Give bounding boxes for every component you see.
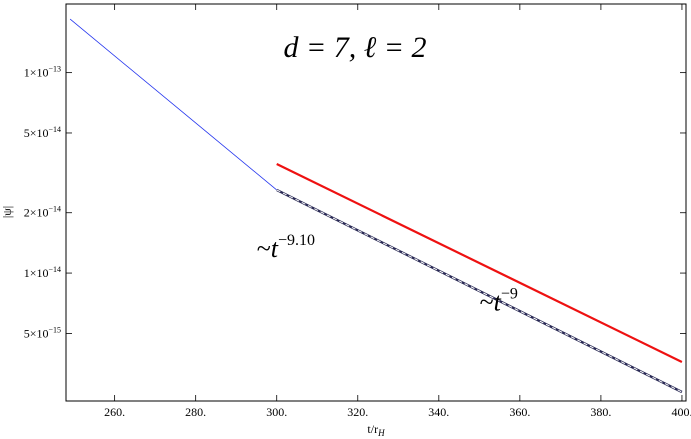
series xyxy=(69,18,683,394)
y-tick-mantissa: 2×10 xyxy=(24,206,49,220)
y-tick-exponent: −13 xyxy=(48,65,61,74)
series-line-2 xyxy=(276,163,683,363)
y-tick-exponent: −14 xyxy=(48,205,61,214)
y-tick-exponent: −14 xyxy=(48,125,61,134)
labels: ~t−9.10~t−9 xyxy=(257,232,518,316)
y-tick-mantissa: 5×10 xyxy=(24,326,49,340)
x-tick-label: 260. xyxy=(104,405,125,419)
y-axis-label: |ψ| xyxy=(0,206,14,218)
y-tick-exponent: −15 xyxy=(48,325,61,334)
y-tick-label: 1×10−14 xyxy=(24,265,61,280)
annotation-exp: −9.10 xyxy=(278,232,315,249)
annotation-tilde: ~ xyxy=(480,288,494,317)
x-tick-label: 380. xyxy=(590,405,611,419)
x-tick-label: 400. xyxy=(671,405,691,419)
annotation-exp: −9 xyxy=(501,286,518,303)
annotation-tilde: ~ xyxy=(257,234,271,263)
y-tick-exponent: −14 xyxy=(48,265,61,274)
y-tick-mantissa: 5×10 xyxy=(24,126,49,140)
x-axis-label-sub: H xyxy=(377,428,385,438)
y-tick-label: 1×10−13 xyxy=(24,65,61,80)
x-tick-label: 300. xyxy=(266,405,287,419)
y-tick-label: 2×10−14 xyxy=(24,205,61,220)
annotation-base: t xyxy=(494,288,502,317)
y-tick-label: 5×10−15 xyxy=(24,325,61,340)
ticks: 260. 280. 300. 320. 340. 360. 380. 400.1×10−135… xyxy=(24,4,691,419)
y-tick-mantissa: 1×10 xyxy=(24,266,49,280)
plot-frame xyxy=(65,3,687,402)
x-tick-label: 360. xyxy=(509,405,530,419)
annotation-ref: ~t−9 xyxy=(480,286,518,317)
x-tick-label: 280. xyxy=(185,405,206,419)
x-tick-label: 320. xyxy=(347,405,368,419)
y-tick-label: 5×10−14 xyxy=(24,125,61,140)
annotation-fit: ~t−9.10 xyxy=(257,232,315,263)
y-tick-mantissa: 1×10 xyxy=(24,66,49,80)
series-line-1 xyxy=(69,18,277,191)
chart-title: d = 7, ℓ = 2 xyxy=(284,31,427,64)
x-tick-label: 340. xyxy=(428,405,449,419)
annotation-base: t xyxy=(271,234,279,263)
series-line-4 xyxy=(276,189,683,393)
x-axis-label: t/rH xyxy=(367,422,385,438)
